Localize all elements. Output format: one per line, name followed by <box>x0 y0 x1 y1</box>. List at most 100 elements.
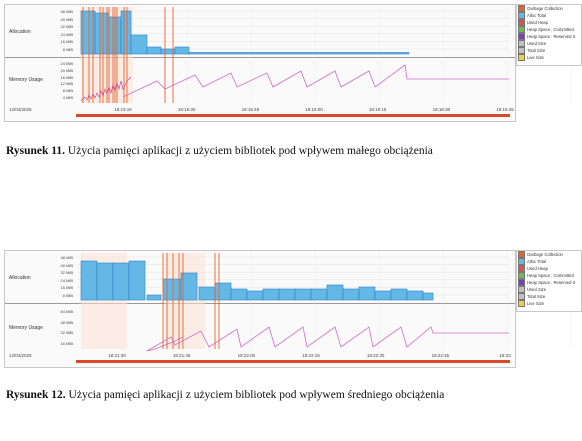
x-tick-label: 18:21:45 <box>172 353 191 358</box>
legend-swatch <box>518 286 525 293</box>
x-tick-label: 18:16:30 <box>432 107 451 112</box>
alloc-bar <box>146 46 162 55</box>
y-tick-label: 32 MiB <box>60 24 73 30</box>
caption-label: Rysunek 12. <box>6 389 66 401</box>
legend-item[interactable]: Heap Space : Reserved S <box>517 279 581 286</box>
legend-swatch <box>518 40 525 47</box>
caption-text: Użycia pamięci aplikacji z użyciem bibli… <box>67 145 433 157</box>
chart-svg-2 <box>77 253 572 352</box>
y-tick-label: 8 MiB <box>62 88 73 94</box>
alloc-bar <box>422 292 434 301</box>
legend-item[interactable]: Used Heap <box>517 19 581 26</box>
alloc-bar <box>128 260 146 301</box>
x-tick-label: 18:21:30 <box>108 353 126 358</box>
legend-label: Garbage Collection <box>527 6 563 11</box>
y-tick-label: 16 MiB <box>60 285 73 291</box>
legend-item[interactable]: Used Size <box>517 286 581 293</box>
heap-line <box>146 326 509 352</box>
y-tick-label: 8 MiB <box>62 47 73 52</box>
legend-label: Live Size <box>527 301 544 306</box>
chart-panel-1: Allocation Memory Usage 48 MiB 40 MiB 32 M… <box>4 4 572 122</box>
legend-swatch <box>518 300 525 307</box>
legend-label: Used Heap <box>527 266 548 271</box>
y-tick-label: 20 MiB <box>60 67 73 73</box>
x-tick-label: 18:22:30 <box>366 353 385 358</box>
legend-item[interactable]: Used Heap <box>517 265 581 272</box>
legend-label: Alloc Total <box>527 259 547 264</box>
legend-label: Heap Space : Committed <box>527 273 574 278</box>
legend-swatch <box>518 293 525 300</box>
legend-item[interactable]: Garbage Collection <box>517 5 581 12</box>
legend-swatch <box>518 5 525 12</box>
alloc-bar <box>358 286 376 301</box>
y-tick-label: 16 MiB <box>60 74 73 80</box>
legend-swatch <box>518 251 525 258</box>
alloc-bar <box>198 286 216 301</box>
x-tick-label: 18:16:45 <box>496 107 514 112</box>
legend-swatch <box>518 279 525 286</box>
y-tick-label: 32 MiB <box>60 270 73 276</box>
track-label-memory: Memory Usage <box>9 77 43 83</box>
track-divider <box>5 303 515 304</box>
alloc-bar <box>278 288 296 301</box>
y-tick-label: 48 MiB <box>60 9 73 14</box>
y-tick-label: 16 MiB <box>60 341 73 346</box>
track-label-allocation: Allocation <box>9 29 31 35</box>
legend-item[interactable]: Alloc Total <box>517 258 581 265</box>
alloc-bar <box>406 290 424 301</box>
y-tick-label: 24 MiB <box>60 277 73 283</box>
x-tick-label: 18:16:15 <box>368 107 387 112</box>
legend-label: Used Size <box>527 287 547 292</box>
timeline-bar[interactable] <box>76 360 510 363</box>
gc-shade <box>165 253 205 349</box>
chart-svg-1 <box>77 7 572 103</box>
alloc-bar <box>326 284 344 301</box>
alloc-bar <box>96 262 114 301</box>
alloc-bar <box>180 272 198 301</box>
figure-2: Allocation Memory Usage 48 MiB 40 MiB 32 M… <box>0 244 582 441</box>
heap-line <box>122 64 509 98</box>
legend-label: Heap Space : Committed <box>527 27 574 32</box>
alloc-bar <box>390 288 408 301</box>
y-tick-label: 40 MiB <box>60 16 73 22</box>
legend-swatch <box>518 265 525 272</box>
alloc-bar <box>162 278 182 301</box>
x-tick-label: 18:15:45 <box>241 107 260 112</box>
x-tick-label: 18:22:15 <box>302 353 320 358</box>
x-tick-label: 18:15:30 <box>177 107 196 112</box>
timeline-bar[interactable] <box>76 114 510 117</box>
legend-item[interactable]: Live Size <box>517 54 581 61</box>
y-tick-label: 48 MiB <box>60 319 73 325</box>
alloc-bar <box>120 10 132 55</box>
legend-item[interactable]: Alloc Total <box>517 12 581 19</box>
alloc-bar <box>130 34 148 55</box>
legend-label: Used Size <box>527 41 547 46</box>
legend-item[interactable]: Heap Space : Committed <box>517 26 581 33</box>
y-tick-label: 64 MiB <box>60 309 73 314</box>
y-tick-label: 24 MiB <box>60 61 73 66</box>
legend-item[interactable]: Heap Space : Committed <box>517 272 581 279</box>
chart-panel-2: Allocation Memory Usage 48 MiB 40 MiB 32 M… <box>4 250 572 368</box>
legend-label: Used Heap <box>527 20 548 25</box>
legend-item[interactable]: Heap Space : Reserved S <box>517 33 581 40</box>
legend-item[interactable]: Garbage Collection <box>517 251 581 258</box>
legend-item[interactable]: Live Size <box>517 300 581 307</box>
legend-item[interactable]: Used Size <box>517 40 581 47</box>
heap-noise-line <box>80 76 132 102</box>
x-tick-label: 18:15:15 <box>114 107 132 112</box>
legend-label: Total Size <box>527 294 546 299</box>
caption-1: Rysunek 11. Użycia pamięci aplikacji z u… <box>6 144 578 159</box>
y-tick-label: 48 MiB <box>60 255 73 260</box>
legend-swatch <box>518 47 525 54</box>
y-tick-label: 16 MiB <box>60 39 73 45</box>
legend-label: Alloc Total <box>527 13 547 18</box>
legend-panel-2: Garbage Collection Alloc Total Used Heap He… <box>516 250 582 312</box>
legend-label: Garbage Collection <box>527 252 563 257</box>
x-tick-label: 18:16:00 <box>305 107 323 112</box>
legend-swatch <box>518 33 525 40</box>
date-label: 12/04/2025 <box>9 353 32 358</box>
alloc-bar <box>342 288 360 301</box>
alloc-bar <box>246 290 264 301</box>
legend-item[interactable]: Total Size <box>517 47 581 54</box>
legend-item[interactable]: Total Size <box>517 293 581 300</box>
